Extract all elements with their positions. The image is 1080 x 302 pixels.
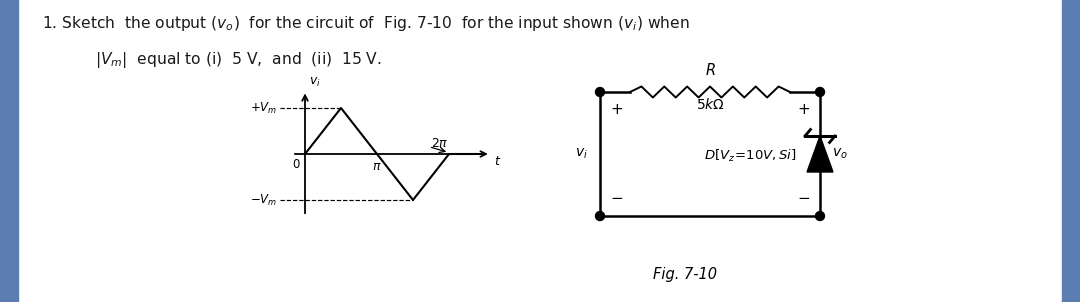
Text: 0: 0 bbox=[293, 158, 300, 171]
Text: $t$: $t$ bbox=[494, 156, 501, 169]
Text: $\pi$: $\pi$ bbox=[373, 159, 382, 172]
Circle shape bbox=[595, 88, 605, 97]
Circle shape bbox=[815, 211, 824, 220]
Text: $v_o$: $v_o$ bbox=[832, 147, 848, 161]
Circle shape bbox=[595, 211, 605, 220]
Text: −: − bbox=[610, 191, 623, 206]
Text: $5k\Omega$: $5k\Omega$ bbox=[696, 97, 725, 112]
Text: −: − bbox=[797, 191, 810, 206]
Text: $-V_m$: $-V_m$ bbox=[251, 192, 278, 207]
Text: +: + bbox=[797, 102, 810, 117]
Text: $v_i$: $v_i$ bbox=[576, 147, 588, 161]
Text: $2\pi$: $2\pi$ bbox=[431, 137, 448, 150]
Circle shape bbox=[815, 88, 824, 97]
Text: 1. Sketch  the output ($v_o$)  for the circuit of  Fig. 7-10  for the input show: 1. Sketch the output ($v_o$) for the cir… bbox=[42, 14, 689, 33]
Text: $v_i$: $v_i$ bbox=[309, 76, 321, 89]
Polygon shape bbox=[807, 136, 833, 172]
Text: Fig. 7-10: Fig. 7-10 bbox=[653, 266, 717, 281]
Text: $D[V_z\!=\!10V,Si]$: $D[V_z\!=\!10V,Si]$ bbox=[704, 148, 797, 164]
Bar bbox=[1062, 0, 1080, 302]
Text: +: + bbox=[610, 102, 623, 117]
Bar bbox=[0, 0, 18, 302]
Text: $|V_m|$  equal to (i)  5 V,  and  (ii)  15 V.: $|V_m|$ equal to (i) 5 V, and (ii) 15 V. bbox=[95, 50, 382, 70]
Text: $R$: $R$ bbox=[704, 62, 715, 78]
Text: $+V_m$: $+V_m$ bbox=[251, 101, 278, 116]
